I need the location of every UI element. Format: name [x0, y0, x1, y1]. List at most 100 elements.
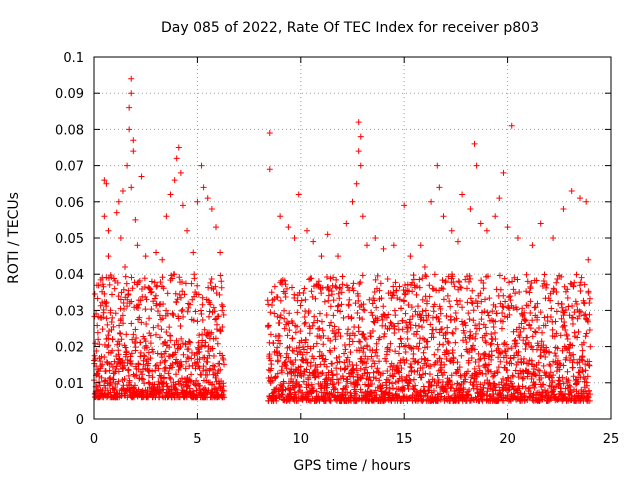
data-point — [312, 295, 319, 302]
data-point — [579, 347, 586, 354]
data-point — [395, 326, 402, 333]
data-point — [108, 274, 115, 281]
data-point — [159, 274, 166, 281]
data-point — [511, 274, 518, 281]
data-point — [529, 242, 536, 249]
data-point — [142, 306, 149, 313]
data-point — [384, 367, 391, 374]
data-point — [568, 389, 575, 396]
data-point — [312, 374, 319, 381]
data-point — [171, 177, 178, 184]
data-point — [515, 348, 522, 355]
data-point — [522, 340, 529, 347]
data-point — [158, 373, 165, 380]
data-point — [167, 333, 174, 340]
data-point — [186, 377, 193, 384]
data-point — [585, 288, 592, 295]
data-point — [314, 363, 321, 370]
data-point — [363, 242, 370, 249]
data-point — [338, 289, 345, 296]
data-point — [194, 359, 201, 366]
data-point — [143, 344, 150, 351]
data-point — [459, 191, 466, 198]
data-point — [573, 379, 580, 386]
data-point — [438, 284, 445, 291]
data-point — [150, 324, 157, 331]
data-point — [175, 345, 182, 352]
data-point — [327, 275, 334, 282]
data-point — [431, 271, 438, 278]
data-point — [173, 356, 180, 363]
data-point — [354, 371, 361, 378]
data-point — [137, 297, 144, 304]
data-point — [162, 364, 169, 371]
data-point — [508, 360, 515, 367]
data-point — [334, 303, 341, 310]
data-point — [386, 385, 393, 392]
data-point — [116, 341, 123, 348]
data-point — [361, 334, 368, 341]
data-point — [110, 323, 117, 330]
data-point — [139, 371, 146, 378]
data-point — [124, 162, 131, 169]
data-point — [398, 305, 405, 312]
data-point — [470, 307, 477, 314]
data-point — [541, 314, 548, 321]
data-point — [578, 274, 585, 281]
data-point — [303, 337, 310, 344]
data-point — [153, 362, 160, 369]
data-point — [272, 373, 279, 380]
data-point — [395, 320, 402, 327]
data-point — [428, 381, 435, 388]
data-point — [152, 331, 159, 338]
data-point — [355, 328, 362, 335]
data-point — [482, 296, 489, 303]
data-point — [465, 278, 472, 285]
data-point — [539, 329, 546, 336]
data-point — [186, 301, 193, 308]
data-point — [175, 144, 182, 151]
data-point — [495, 364, 502, 371]
data-point — [371, 289, 378, 296]
data-point — [392, 279, 399, 286]
data-point — [310, 238, 317, 245]
data-point — [349, 366, 356, 373]
data-point — [210, 353, 217, 360]
data-point — [188, 355, 195, 362]
data-point — [314, 369, 321, 376]
data-point — [421, 355, 428, 362]
data-point — [518, 320, 525, 327]
data-point — [439, 325, 446, 332]
data-point — [118, 392, 125, 399]
data-point — [559, 347, 566, 354]
data-point — [327, 348, 334, 355]
data-point — [484, 273, 491, 280]
data-point — [354, 381, 361, 388]
data-point — [398, 340, 405, 347]
data-point — [542, 354, 549, 361]
data-point — [410, 376, 417, 383]
data-point — [376, 377, 383, 384]
data-point — [107, 307, 114, 314]
data-point — [133, 372, 140, 379]
data-point — [300, 378, 307, 385]
data-point — [551, 350, 558, 357]
data-point — [281, 315, 288, 322]
data-point — [435, 379, 442, 386]
data-point — [286, 327, 293, 334]
data-point — [183, 358, 190, 365]
data-point — [170, 312, 177, 319]
data-point — [484, 388, 491, 395]
data-point — [117, 330, 124, 337]
data-point — [188, 371, 195, 378]
data-point — [369, 300, 376, 307]
data-point — [177, 322, 184, 329]
data-point — [324, 274, 331, 281]
data-point — [130, 148, 137, 155]
data-point — [162, 357, 169, 364]
data-point — [485, 361, 492, 368]
data-point — [347, 380, 354, 387]
data-point — [319, 327, 326, 334]
data-point — [305, 382, 312, 389]
data-point — [359, 272, 366, 279]
